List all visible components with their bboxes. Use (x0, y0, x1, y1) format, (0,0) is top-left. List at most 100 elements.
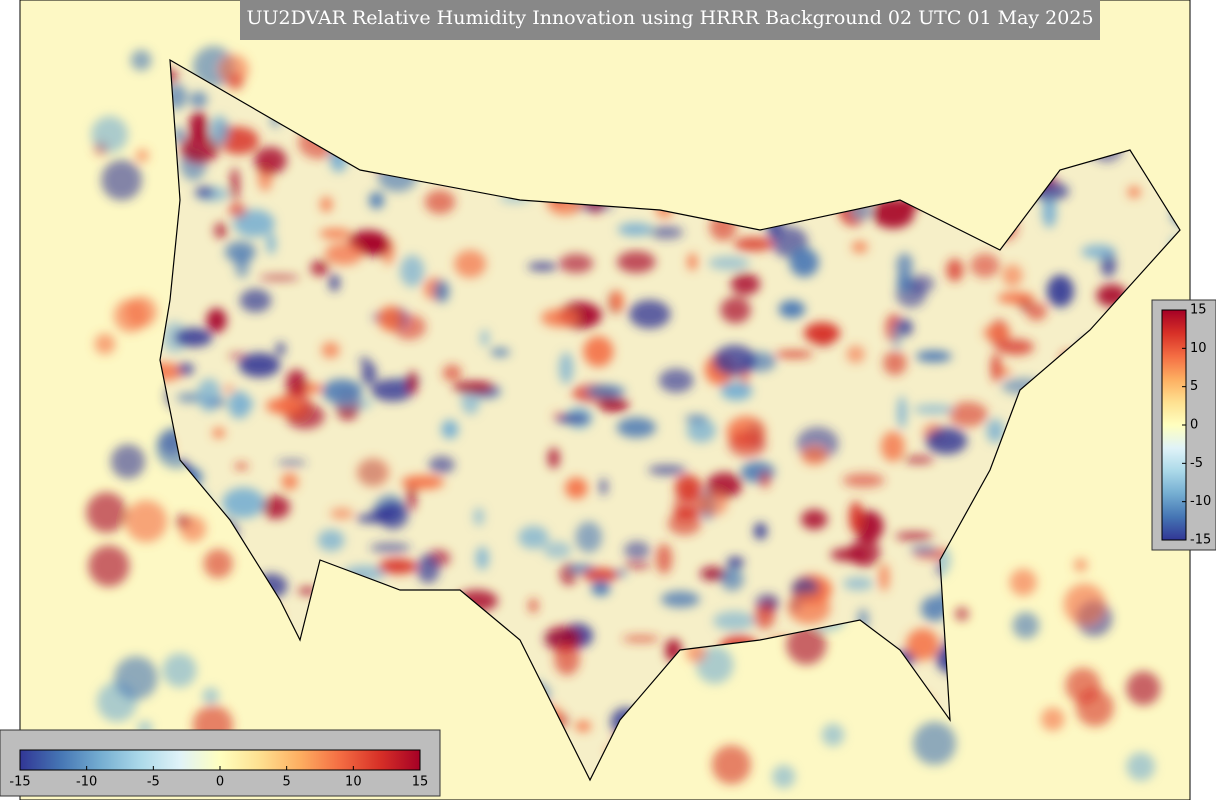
field-blob (647, 464, 687, 476)
field-blob (616, 417, 657, 438)
field-blob (991, 352, 1001, 383)
field-blob (261, 495, 291, 520)
field-blob (234, 251, 250, 279)
ocean-blob (954, 606, 969, 621)
field-blob (655, 543, 673, 575)
field-blob (730, 273, 761, 296)
field-blob (913, 404, 954, 415)
field-blob (713, 611, 756, 631)
field-blob (281, 473, 299, 491)
field-blob (177, 362, 195, 376)
field-blob (986, 418, 1005, 443)
field-blob (708, 255, 750, 271)
field-blob (909, 546, 938, 554)
field-blob (239, 288, 272, 313)
colorbar-tick-label: -5 (1190, 456, 1203, 471)
colorbar-tick-label: 15 (412, 775, 429, 790)
field-blob (674, 474, 703, 501)
field-blob (275, 342, 286, 356)
field-blob (233, 209, 275, 238)
field-blob (227, 390, 251, 419)
field-blob (416, 554, 440, 584)
field-blob (882, 350, 907, 376)
field-blob (475, 546, 489, 570)
field-blob (212, 428, 225, 438)
ocean-blob (162, 653, 197, 688)
field-blob (849, 501, 863, 534)
field-blob (774, 350, 814, 358)
field-blob (733, 237, 774, 252)
field-blob (227, 352, 248, 359)
ocean-blob (88, 545, 130, 587)
field-blob (317, 529, 345, 552)
field-blob (778, 300, 806, 319)
field-blob (399, 255, 425, 287)
field-blob (946, 258, 964, 282)
field-blob (194, 186, 214, 198)
field-blob (160, 362, 184, 382)
field-blob (547, 447, 560, 469)
field-blob (356, 458, 390, 487)
field-blob (428, 455, 455, 474)
field-blob (218, 126, 259, 155)
field-blob (258, 274, 300, 281)
field-blob (582, 568, 619, 583)
field-blob (174, 327, 213, 348)
field-blob (897, 395, 907, 429)
field-blob (616, 250, 656, 274)
ocean-blob (711, 745, 752, 785)
ocean-blob (1040, 707, 1065, 731)
field-blob (842, 473, 885, 488)
field-blob (658, 368, 694, 393)
field-blob (727, 430, 767, 458)
field-blob (377, 501, 409, 530)
field-blob (1002, 264, 1023, 287)
field-blob (540, 308, 580, 328)
ocean-blob (101, 159, 142, 201)
colorbar-tick-label: 5 (283, 775, 291, 790)
field-blob (329, 274, 340, 292)
field-blob (787, 591, 831, 625)
ocean-blob (1012, 612, 1040, 639)
field-blob (424, 189, 456, 215)
field-blob (895, 532, 934, 541)
ocean-blob (226, 73, 244, 91)
field-blob (623, 541, 651, 560)
field-blob (622, 635, 660, 643)
field-blob (759, 471, 771, 489)
field-blob (518, 525, 549, 549)
field-blob (871, 197, 915, 229)
field-blob (224, 241, 257, 263)
field-blob (441, 419, 459, 439)
field-blob (265, 397, 302, 414)
field-blob (720, 296, 751, 324)
ocean-blob (786, 624, 827, 665)
field-blob (310, 260, 329, 276)
field-blob (527, 262, 558, 271)
field-blob (206, 308, 227, 333)
field-blob (361, 362, 377, 386)
field-blob (277, 459, 307, 466)
field-blob (585, 384, 626, 399)
ocean-blob (125, 296, 158, 328)
field-blob (213, 222, 228, 239)
field-blob (210, 115, 229, 146)
field-blob (753, 604, 775, 629)
field-blob (660, 591, 700, 608)
field-blob (238, 352, 281, 378)
ocean-blob (135, 149, 149, 163)
ocean-blob (1073, 558, 1088, 572)
field-blob (591, 580, 611, 596)
field-blob (368, 191, 385, 209)
ocean-blob (821, 723, 845, 747)
field-blob (480, 329, 489, 347)
ocean-blob (130, 49, 152, 71)
field-blob (880, 431, 905, 462)
field-blob (1127, 186, 1141, 198)
field-blob (559, 253, 594, 274)
field-blob (982, 324, 1011, 341)
ocean-blob (94, 333, 116, 355)
field-blob (684, 414, 709, 423)
